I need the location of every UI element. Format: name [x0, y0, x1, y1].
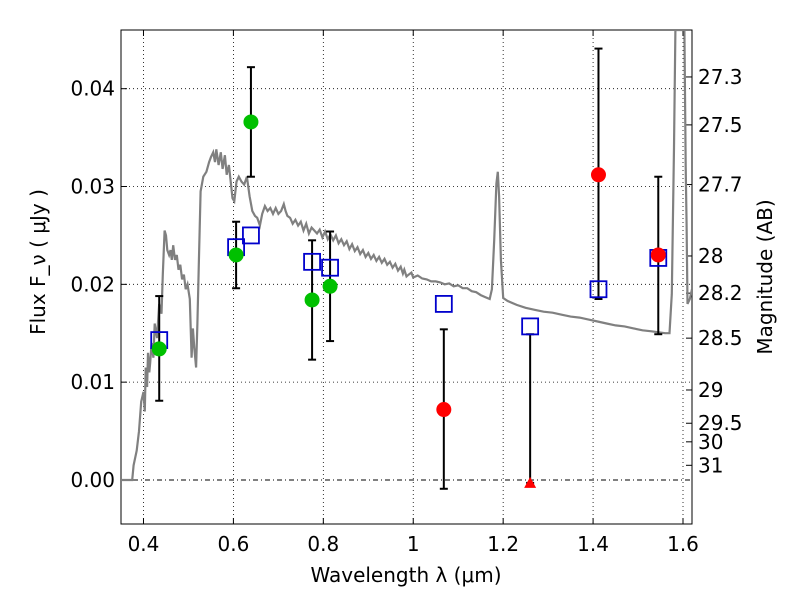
flux-point — [650, 247, 666, 263]
right-tick-label: 27.5 — [698, 113, 743, 137]
plot-area — [120, 29, 693, 525]
right-tick-label: 28 — [698, 244, 723, 268]
right-tick-label: 31 — [698, 453, 723, 477]
right-tick-label: 28.5 — [698, 326, 743, 350]
right-tick-label: 29.5 — [698, 411, 743, 435]
model-flux-square — [321, 258, 339, 277]
y-axis-ticks: 0.00 0.01 0.02 0.03 0.04 — [70, 77, 127, 492]
model-flux-square — [303, 252, 321, 271]
flux-point — [243, 114, 259, 130]
right-tick-label: 30 — [698, 430, 723, 454]
x-tick-label: 1.4 — [577, 532, 609, 556]
right-tick-label: 28.2 — [698, 281, 743, 305]
flux-point — [304, 292, 320, 308]
x-tick-label: 0.6 — [217, 532, 249, 556]
flux-point — [228, 247, 244, 263]
flux-point — [322, 278, 338, 294]
model-flux-square — [434, 295, 453, 313]
right-tick-label: 27.7 — [698, 173, 743, 197]
upper-limit-triangle — [524, 476, 537, 488]
x-tick-label: 0.8 — [307, 532, 339, 556]
y-axis-label: Flux F_ν ( μJy ) — [26, 189, 50, 335]
x-axis-label: Wavelength λ (μm) — [310, 563, 501, 587]
y-tick-label: 0.04 — [70, 77, 115, 101]
flux-point — [151, 341, 167, 357]
x-tick-label: 1.6 — [667, 532, 699, 556]
y-tick-label: 0.00 — [70, 468, 115, 492]
y-tick-label: 0.01 — [70, 370, 115, 394]
model-flux-square — [242, 226, 260, 245]
model-flux-square — [589, 280, 608, 299]
right-tick-label: 27.3 — [698, 65, 743, 89]
flux-point — [436, 402, 452, 418]
x-axis-ticks: 0.4 0.6 0.8 1 1.2 1.4 1.6 — [128, 30, 699, 556]
right-tick-label: 29 — [698, 378, 723, 402]
model-flux-square — [521, 317, 540, 336]
y-tick-label: 0.02 — [70, 272, 115, 296]
y-tick-label: 0.03 — [70, 175, 115, 199]
x-tick-label: 0.4 — [128, 532, 160, 556]
flux-point — [590, 167, 606, 183]
right-axis-label: Magnitude (AB) — [753, 199, 777, 354]
x-tick-label: 1 — [407, 532, 420, 556]
chart-marks — [121, 30, 692, 490]
model-spectrum-line — [121, 30, 692, 482]
x-tick-label: 1.2 — [487, 532, 519, 556]
